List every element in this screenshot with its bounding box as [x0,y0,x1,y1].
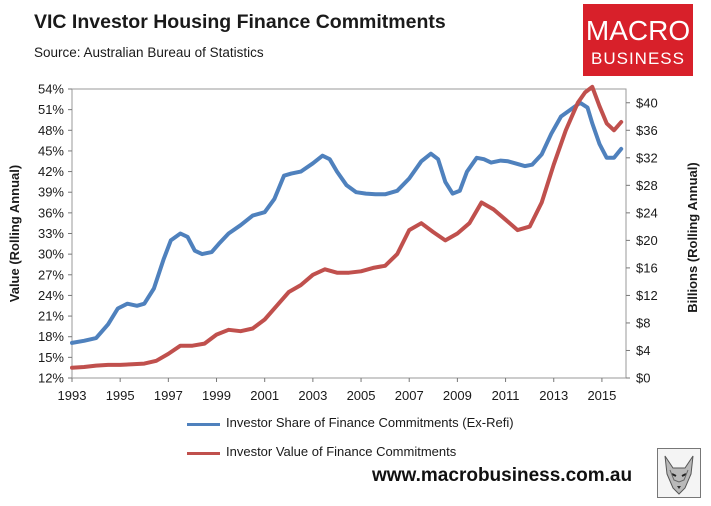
legend-label-share: Investor Share of Finance Commitments (E… [226,415,514,430]
legend-swatch-value [187,452,220,455]
x-tick-label: 1997 [154,388,183,403]
x-tick-label: 2003 [298,388,327,403]
y-tick-label: 48% [38,123,64,138]
series-line-investor-share [70,100,624,345]
y-tick-label: 39% [38,185,64,200]
y-tick-label: 33% [38,226,64,241]
y2-tick-label: $24 [636,205,658,220]
y2-axis-title: Billions (Rolling Annual) [685,162,700,312]
wolf-mascot-icon [657,448,701,498]
y2-tick-label: $32 [636,150,658,165]
x-tick-label: 2013 [539,388,568,403]
logo-line-2: BUSINESS [591,49,685,68]
y-tick-label: 54% [38,82,64,97]
chart-subtitle: Source: Australian Bureau of Statistics [34,45,264,60]
macrobusiness-logo: MACRO BUSINESS [583,4,693,76]
x-tick-label: 1999 [202,388,231,403]
y2-tick-label: $0 [636,371,650,386]
y2-tick-label: $12 [636,288,658,303]
x-tick-label: 1993 [58,388,87,403]
y2-tick-label: $36 [636,123,658,138]
y-tick-label: 27% [38,267,64,282]
x-tick-label: 2005 [347,388,376,403]
x-tick-label: 2001 [250,388,279,403]
y2-tick-label: $4 [636,343,650,358]
y-tick-label: 36% [38,205,64,220]
x-tick-label: 2009 [443,388,472,403]
series-line-investor-value [70,84,624,370]
y2-tick-label: $40 [636,95,658,110]
y-tick-label: 21% [38,309,64,324]
logo-line-1: MACRO [585,15,691,46]
legend-label-value: Investor Value of Finance Commitments [226,444,457,459]
chart-title: VIC Investor Housing Finance Commitments [34,11,446,33]
y-tick-label: 45% [38,143,64,158]
y-tick-label: 18% [38,329,64,344]
y-tick-label: 30% [38,247,64,262]
legend-swatch-share [187,423,220,426]
y-axis-title: Value (Rolling Annual) [7,165,22,302]
x-tick-label: 2015 [587,388,616,403]
y-tick-label: 51% [38,102,64,117]
y2-tick-label: $28 [636,178,658,193]
x-tick-label: 1995 [106,388,135,403]
y-tick-label: 42% [38,164,64,179]
y-tick-label: 12% [38,371,64,386]
y2-tick-label: $16 [636,260,658,275]
website-url: www.macrobusiness.com.au [372,465,633,486]
plot-area [71,88,627,379]
y-tick-label: 24% [38,288,64,303]
x-tick-label: 2007 [395,388,424,403]
x-tick-label: 2011 [492,388,520,403]
y-tick-label: 15% [38,350,64,365]
y2-tick-label: $8 [636,315,650,330]
y2-tick-label: $20 [636,233,658,248]
